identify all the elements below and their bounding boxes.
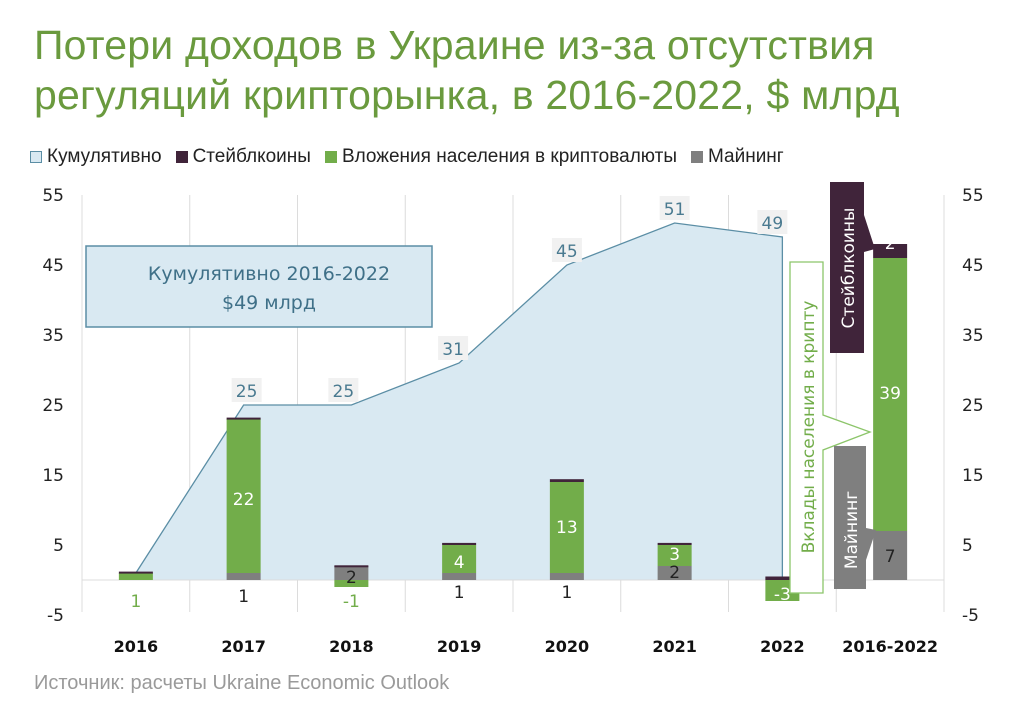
legend-label: Майнинг <box>707 146 784 167</box>
bar-segment-stablecoins <box>765 576 800 580</box>
cumulative-line <box>135 222 784 580</box>
callout-mining-label: Майнинг <box>842 491 862 569</box>
chart-title-line1: Потери доходов в Украине из-за отсутстви… <box>34 22 875 68</box>
y-tick-right: 35 <box>962 326 984 346</box>
cumulative-label-bg <box>231 378 262 402</box>
bar-segment-stablecoins <box>873 244 908 258</box>
cumulative-label: 25 <box>333 382 355 402</box>
x-axis-label: 2019 <box>437 637 482 656</box>
bar-segment-investments <box>873 258 908 531</box>
bar-segment-mining <box>657 566 692 580</box>
bar-segment-stablecoins <box>334 565 369 568</box>
bar-segment-mining <box>873 531 908 580</box>
cumulative-label: 49 <box>762 214 784 234</box>
bar-segment-investments <box>442 545 477 573</box>
cumulative-label: 31 <box>442 340 464 360</box>
x-axis-label: 2022 <box>760 637 805 656</box>
cumulative-label: 45 <box>556 242 578 262</box>
x-axis-label: 2017 <box>221 637 266 656</box>
bar-segment-mining <box>549 573 584 580</box>
bar-label-mining: 2 <box>346 568 357 588</box>
y-tick-right: 25 <box>962 396 984 416</box>
cumulative-label-bg <box>438 336 469 360</box>
bar-segment-mining <box>442 573 477 580</box>
y-tick-right: 55 <box>962 186 984 206</box>
bar-label-investments: 1 <box>130 592 141 612</box>
annotation-line1: Кумулятивно 2016-2022 <box>148 263 390 285</box>
y-tick-left: -5 <box>47 606 64 626</box>
legend-item-cumulative: Кумулятивно <box>30 146 162 168</box>
source-note: Источник: расчеты Ukraine Economic Outlo… <box>34 672 450 694</box>
chart-title-line2: регуляций крипторынка, в 2016-2022, $ мл… <box>34 72 900 118</box>
y-tick-left: 35 <box>42 326 64 346</box>
bar-label-stablecoins: 2 <box>885 234 896 254</box>
bar-label-investments: -3 <box>774 585 791 605</box>
legend-label: Кумулятивно <box>47 146 162 167</box>
callout-stablecoins-label: Стейблкоины <box>839 208 859 329</box>
bar-label-investments: -1 <box>343 592 360 612</box>
bar-label-mining: 1 <box>238 587 249 607</box>
y-tick-right: -5 <box>962 606 979 626</box>
y-tick-left: 15 <box>42 466 64 486</box>
annotation-box <box>85 245 433 328</box>
bar-segment-investments <box>657 545 692 566</box>
x-axis-label: 2016 <box>114 637 159 656</box>
bar-segment-mining <box>334 566 369 580</box>
legend-swatch-cumulative <box>30 151 42 163</box>
y-tick-left: 55 <box>42 186 64 206</box>
cumulative-area <box>135 223 783 580</box>
bar-segment-stablecoins <box>442 542 477 545</box>
callout-mining <box>834 446 876 589</box>
legend-swatch-investments <box>324 151 337 163</box>
x-axis-label: 2018 <box>329 637 374 656</box>
bar-segment-investments <box>334 580 369 587</box>
callout-investments-label: Вклады населения в крипту <box>799 301 819 554</box>
x-axis-label: 2016-2022 <box>842 637 938 656</box>
bar-segment-stablecoins <box>118 571 153 574</box>
cumulative-label: 51 <box>664 200 686 220</box>
y-tick-right: 15 <box>962 466 984 486</box>
x-axis-label: 2021 <box>652 637 697 656</box>
y-tick-left: 25 <box>42 396 64 416</box>
bar-segment-investments <box>226 419 261 573</box>
legend-swatch-stablecoins <box>175 151 188 163</box>
legend-label: Вложения населения в криптовалюты <box>341 146 677 167</box>
annotation-line2: $49 млрд <box>222 292 316 314</box>
bar-segment-investments <box>118 573 153 580</box>
legend-swatch-mining <box>690 151 703 163</box>
bar-label-investments: 4 <box>454 553 465 573</box>
bar-label-investments: 22 <box>233 490 255 510</box>
bar-label-mining: 2 <box>669 563 680 583</box>
bar-segment-mining <box>226 573 261 580</box>
bar-label-investments: 39 <box>879 384 901 404</box>
cumulative-label-bg <box>328 378 359 402</box>
y-tick-right: 5 <box>962 536 973 556</box>
legend-item-mining: Майнинг <box>690 146 784 168</box>
chart-title: Потери доходов в Украине из-за отсутстви… <box>34 20 1014 120</box>
y-tick-left: 5 <box>53 536 64 556</box>
callout-investments <box>789 261 872 594</box>
bar-label-mining: 1 <box>561 583 572 603</box>
callout-stablecoins <box>830 182 875 353</box>
cumulative-label: 25 <box>236 382 258 402</box>
bar-label-investments: 13 <box>556 518 578 538</box>
bar-segment-stablecoins <box>549 479 584 482</box>
legend-item-stablecoins: Стейблкоины <box>175 146 311 168</box>
x-axis-label: 2020 <box>545 637 590 656</box>
bar-label-investments: 3 <box>669 545 680 565</box>
legend: Кумулятивно Стейблкоины Вложения населен… <box>30 144 784 170</box>
bar-segment-stablecoins <box>657 542 692 545</box>
bar-label-mining: 7 <box>885 547 896 567</box>
legend-item-investments: Вложения населения в криптовалюты <box>324 146 677 168</box>
bar-segment-investments <box>549 482 584 573</box>
bar-label-mining: 1 <box>454 583 465 603</box>
cumulative-label-bg <box>551 238 582 262</box>
cumulative-label-bg <box>659 196 690 220</box>
bar-segment-stablecoins <box>226 417 261 420</box>
y-tick-left: 45 <box>42 256 64 276</box>
y-tick-right: 45 <box>962 256 984 276</box>
legend-label: Стейблкоины <box>192 146 311 167</box>
cumulative-label-bg <box>757 210 788 234</box>
